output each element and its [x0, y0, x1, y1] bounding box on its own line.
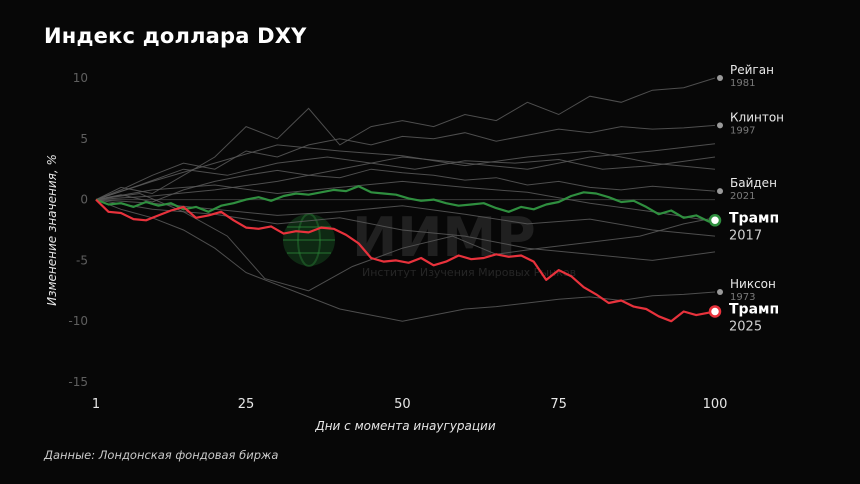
series-end-point — [717, 75, 723, 81]
y-tick-label: -5 — [76, 253, 88, 267]
x-tick-label: 25 — [238, 397, 255, 412]
series-year-label: 2025 — [729, 319, 762, 334]
data-source-note: Данные: Лондонская фондовая биржа — [44, 448, 279, 462]
watermark: ИИМР Институт Изучения Мировых Рынков — [283, 206, 576, 279]
series-line-grey — [95, 156, 716, 201]
series-line-grey — [95, 143, 716, 201]
series-line-grey — [95, 124, 716, 201]
highlighted-series — [95, 185, 722, 323]
y-tick-label: 0 — [80, 193, 88, 207]
globe-logo-icon — [283, 213, 335, 267]
x-axis-label: Дни с момента инаугурации — [314, 419, 496, 433]
y-axis-label: Изменение значения, % — [45, 154, 59, 306]
chart-title: Индекс доллара DXY — [44, 24, 307, 48]
series-end-marker — [708, 214, 722, 227]
series-line-trump-2017 — [95, 185, 716, 223]
series-end-point — [717, 289, 723, 296]
series-name-label: Трамп — [729, 210, 779, 226]
y-tick-label: 10 — [73, 71, 88, 85]
background-series — [95, 77, 716, 322]
series-end-point — [717, 188, 723, 195]
series-name-label: Трамп — [729, 301, 779, 317]
y-tick-label: 5 — [80, 132, 88, 146]
x-tick-label: 1 — [92, 397, 100, 412]
series-line-grey — [95, 192, 716, 292]
series-year-label: 1981 — [730, 78, 755, 89]
watermark-small-text: Институт Изучения Мировых Рынков — [362, 266, 576, 279]
series-name-label: Рейган — [730, 63, 774, 77]
series-name-label: Никсон — [730, 277, 776, 291]
series-line-trump-2025 — [95, 198, 716, 323]
series-line-grey — [95, 199, 716, 261]
series-year-label: 2021 — [730, 191, 755, 202]
x-tick-label: 50 — [394, 397, 411, 412]
series-end-marker — [708, 305, 722, 318]
x-tick-label: 75 — [550, 397, 567, 412]
series-line-grey — [95, 180, 716, 222]
series-year-label: 2017 — [729, 228, 762, 243]
x-tick-label: 100 — [703, 397, 728, 412]
y-axis-ticks: 10 5 0 -5 -10 -15 — [68, 71, 88, 389]
series-name-label: Байден — [730, 176, 777, 190]
y-tick-label: -10 — [68, 314, 88, 328]
watermark-big-text: ИИМР — [352, 206, 536, 269]
series-line-grey — [95, 199, 716, 322]
x-axis-ticks: 1 25 50 75 100 — [92, 397, 728, 412]
series-end-point — [717, 122, 723, 129]
series-year-label: 1973 — [730, 292, 755, 303]
y-tick-label: -15 — [68, 375, 88, 389]
series-year-label: 1997 — [730, 125, 755, 136]
series-name-label: Клинтон — [730, 110, 784, 124]
